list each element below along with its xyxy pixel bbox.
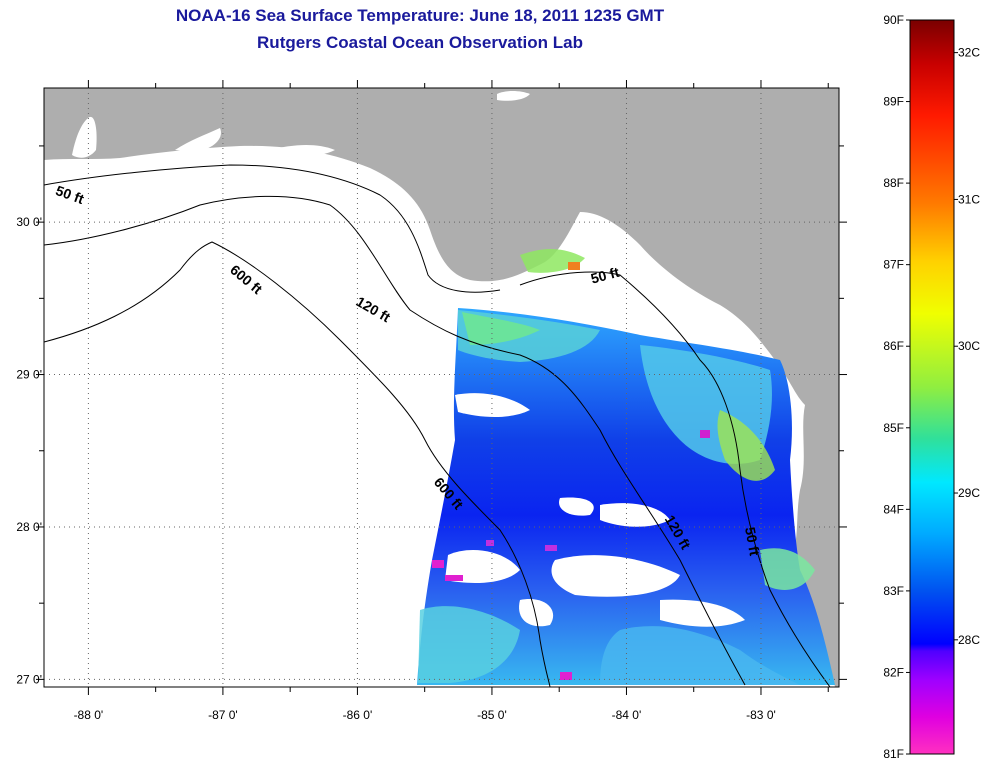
colorbar-f-label: 86F [883,339,904,353]
colorbar-f-label: 87F [883,258,904,272]
map-subtitle: Rutgers Coastal Ocean Observation Lab [257,33,583,52]
map-frame [43,87,840,688]
contour-label: 50 ft [589,264,621,287]
colorbar-c-label: 28C [958,633,980,647]
colorbar-f-label: 89F [883,95,904,109]
coastal-sounds [175,128,335,156]
colorbar-f-label: 82F [883,665,904,679]
lat-tick-label: 27 0' [16,672,42,686]
lon-tick-label: -86 0' [343,708,373,722]
colorbar-c-label: 30C [958,339,980,353]
lon-tick-label: -84 0' [612,708,642,722]
colorbar-f-label: 81F [883,747,904,761]
lat-tick-label: 28 0' [16,520,42,534]
lat-tick-label: 30 0' [16,215,42,229]
colorbar-f-label: 84F [883,502,904,516]
depth-contours [44,164,831,687]
lon-tick-label: -83 0' [746,708,776,722]
lon-tick-label: -88 0' [74,708,104,722]
lat-tick-label: 29 0' [16,368,42,382]
sst-data [417,249,835,685]
colorbar-f-label: 90F [883,13,904,27]
colorbar-f-label: 88F [883,176,904,190]
small-lake [497,91,530,101]
colorbar-c-label: 31C [958,192,980,206]
colorbar-c-label: 29C [958,486,980,500]
lon-tick-label: -87 0' [208,708,238,722]
colorbar [909,19,955,755]
colorbar-c-label: 32C [958,46,980,60]
colorbar-f-label: 83F [883,584,904,598]
lon-tick-label: -85 0' [477,708,507,722]
contour-label: 50 ft [742,526,763,557]
colorbar-celsius-labels: 32C31C30C29C28C27C [954,46,980,647]
mobile-bay-water [72,116,97,158]
axis-ticks: -88 0' -87 0' -86 0' -85 0' -84 0' -83 0' 30 0… [16,80,847,722]
colorbar-fahrenheit-labels: 90F 89F 88F 87F 86F 85F 84F 83F 82F 81F [883,13,910,761]
map-title: NOAA-16 Sea Surface Temperature: June 18… [175,6,665,25]
colorbar-f-label: 85F [883,421,904,435]
